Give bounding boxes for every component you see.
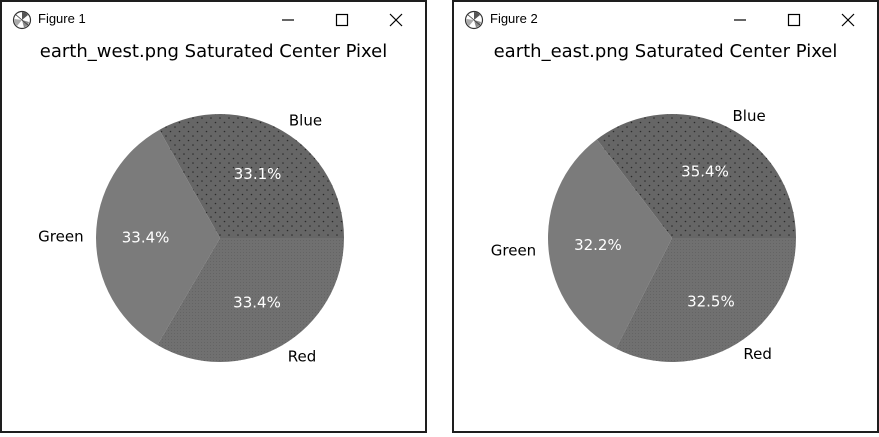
pie-pct-label-green: 33.4% — [122, 228, 170, 246]
window-title: Figure 1 — [38, 11, 86, 26]
title-bar[interactable]: Figure 2 — [454, 2, 877, 36]
pie-pct-label-blue: 33.1% — [234, 165, 282, 183]
pie-chart: 33.1% Blue 33.4% Green 33.4% Red — [38, 111, 344, 365]
pie-slice-green — [548, 139, 672, 349]
pie-pct-label-blue: 35.4% — [681, 162, 729, 180]
matplotlib-icon — [464, 10, 484, 30]
title-bar[interactable]: Figure 1 — [2, 2, 425, 36]
pie-label-blue: Blue — [289, 111, 322, 129]
close-button[interactable] — [835, 7, 861, 33]
figure-window-1: Figure 1 earth_west.png Saturated Center… — [0, 0, 427, 433]
pie-label-red: Red — [743, 345, 772, 363]
maximize-icon — [335, 13, 349, 27]
chart-title: earth_east.png Saturated Center Pixel — [493, 41, 838, 62]
minimize-icon — [734, 19, 746, 21]
close-icon — [389, 13, 403, 27]
minimize-button[interactable] — [727, 7, 753, 33]
matplotlib-icon — [12, 10, 32, 30]
pie-pct-label-green: 32.2% — [574, 236, 622, 254]
close-icon — [841, 13, 855, 27]
pie-slice-red-hatch — [615, 238, 796, 363]
minimize-button[interactable] — [275, 7, 301, 33]
pie-label-blue: Blue — [733, 107, 766, 125]
pie-label-green: Green — [491, 241, 536, 259]
pie-slice-blue-hatch — [596, 114, 796, 238]
pie-slice-red-hatch — [157, 238, 344, 363]
maximize-button[interactable] — [329, 7, 355, 33]
pie-slice-green — [95, 129, 220, 345]
maximize-icon — [787, 13, 801, 27]
pie-slice-blue-hatch — [159, 114, 344, 238]
pie-pct-label-red: 33.4% — [233, 294, 281, 312]
maximize-button[interactable] — [781, 7, 807, 33]
minimize-icon — [282, 19, 294, 21]
window-title: Figure 2 — [490, 11, 538, 26]
pie-pct-label-red: 32.5% — [687, 292, 735, 310]
pie-label-green: Green — [38, 228, 83, 246]
figure-window-2: Figure 2 earth_east.png Saturated Center… — [452, 0, 879, 433]
close-button[interactable] — [383, 7, 409, 33]
pie-chart: 35.4% Blue 32.2% Green 32.5% Red — [491, 107, 796, 363]
pie-label-red: Red — [288, 347, 317, 365]
chart-title: earth_west.png Saturated Center Pixel — [39, 41, 388, 62]
